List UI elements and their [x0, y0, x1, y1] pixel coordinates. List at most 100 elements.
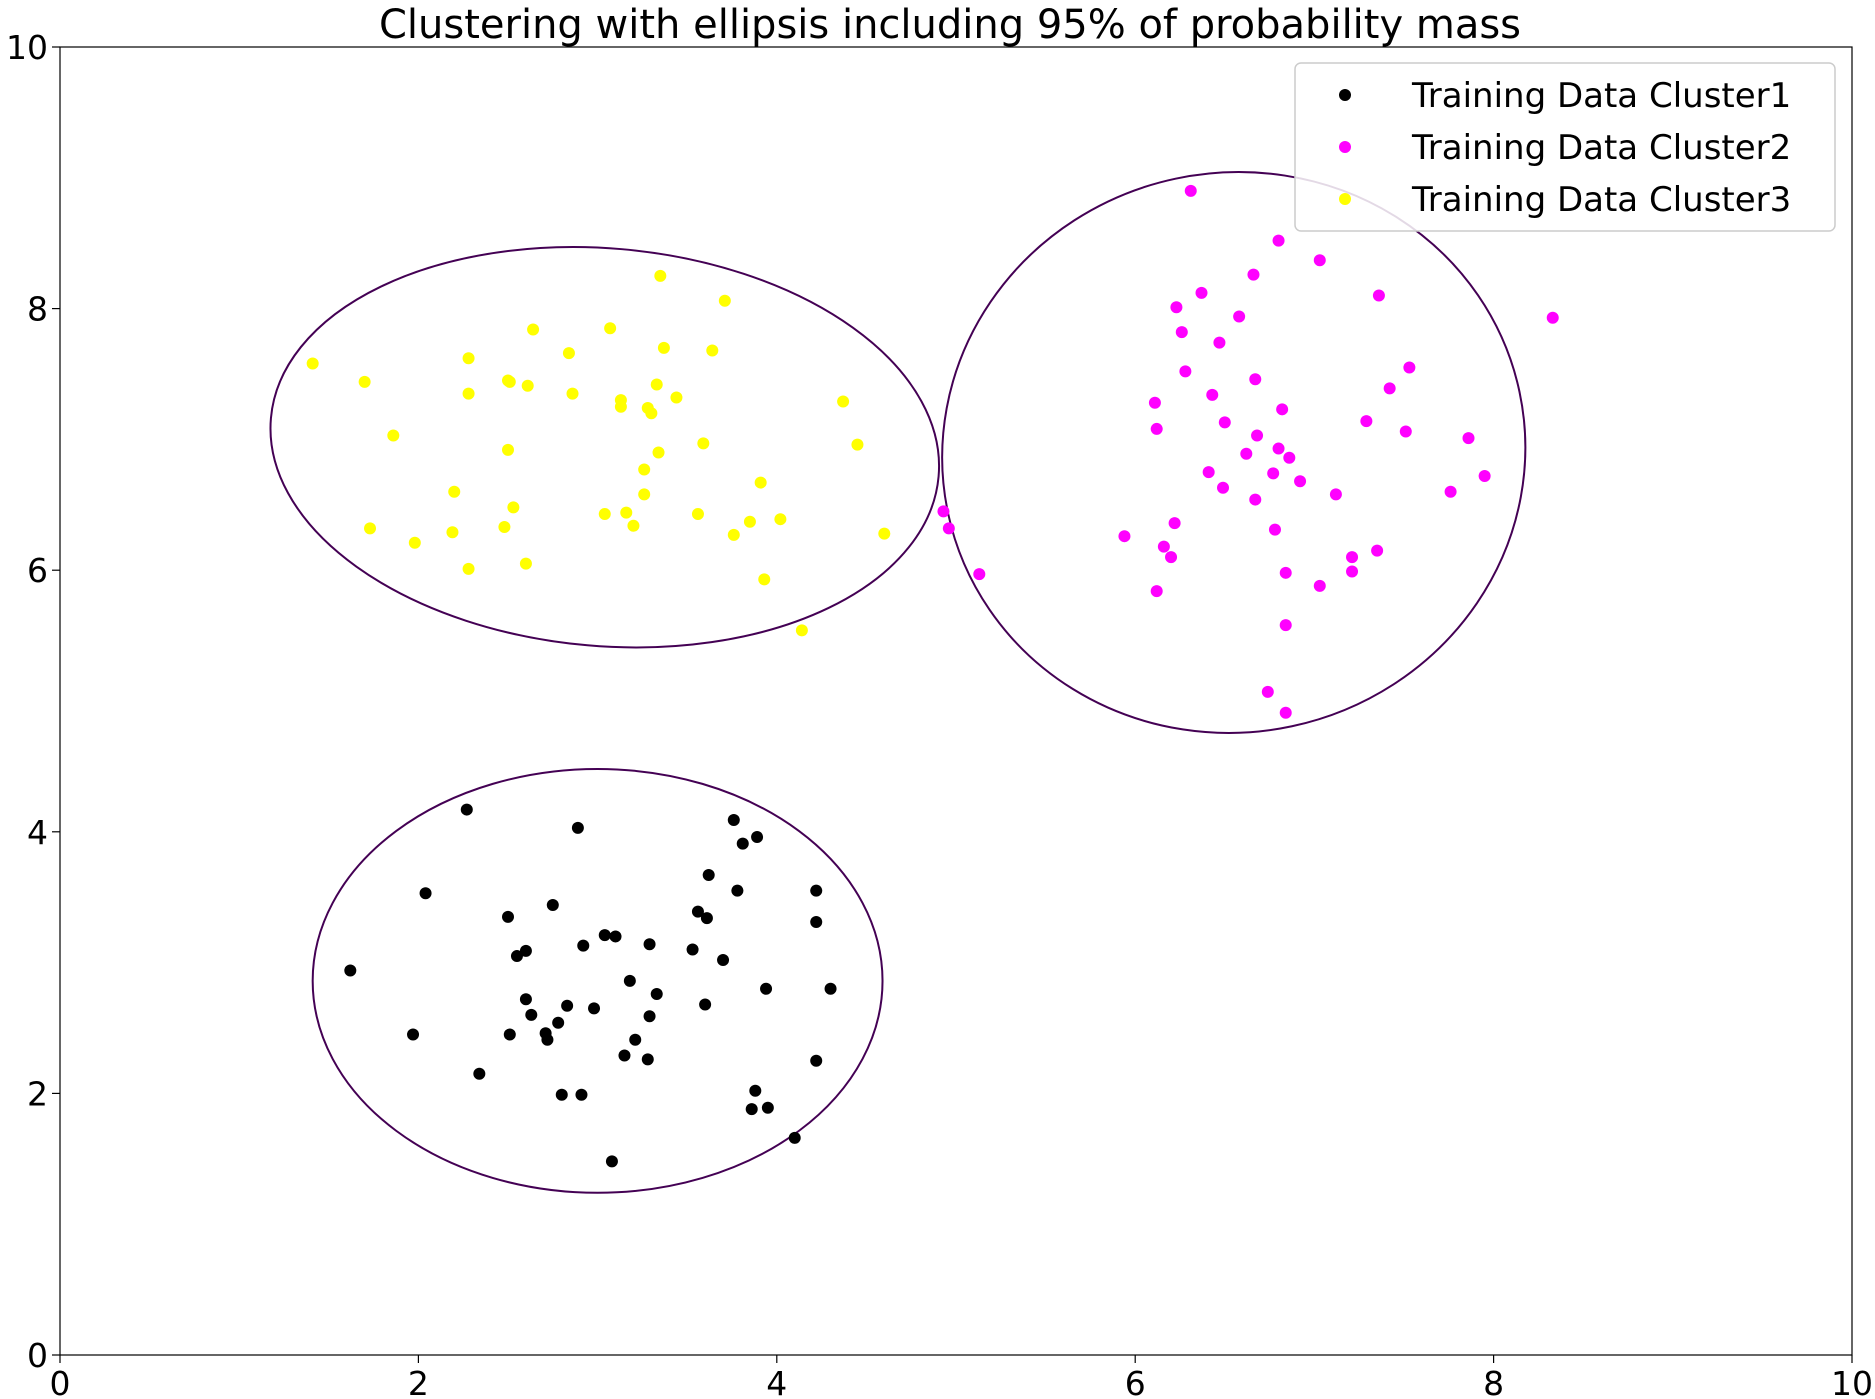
cluster1-point [473, 1067, 486, 1080]
cluster1-point [588, 1002, 601, 1015]
cluster2-point [1168, 517, 1181, 530]
legend-label-3: Training Data Cluster3 [1411, 180, 1791, 220]
cluster3-point [727, 528, 740, 541]
cluster2-point [1403, 361, 1416, 374]
cluster2-point [1346, 551, 1359, 564]
cluster2-point [1249, 493, 1262, 506]
cluster2-point [1249, 373, 1262, 386]
cluster2-point [1267, 467, 1280, 480]
y-tick-label: 10 [6, 28, 48, 67]
legend-marker-3 [1339, 193, 1351, 205]
cluster3-point [446, 526, 459, 539]
cluster2-point [1233, 310, 1246, 323]
cluster2-point [1268, 523, 1281, 536]
cluster1-point [699, 998, 712, 1011]
cluster2-point [1150, 585, 1163, 598]
legend-marker-1 [1339, 89, 1351, 101]
cluster3-point [652, 446, 665, 459]
legend-label-2: Training Data Cluster2 [1411, 128, 1791, 168]
cluster1-point [502, 910, 514, 923]
cluster1-point [749, 1084, 762, 1097]
cluster3-point [448, 485, 461, 498]
axes-layer: 0 2 4 6 8 10 0 2 4 6 8 10 [6, 28, 1873, 1399]
legend-marker-2 [1339, 141, 1351, 153]
cluster1-point [525, 1008, 538, 1021]
cluster1-point [629, 1033, 642, 1046]
cluster3-point [627, 519, 640, 532]
cluster2-point [1206, 388, 1219, 401]
cluster3-point [306, 357, 319, 370]
cluster1-point [760, 982, 773, 995]
cluster3-point [562, 347, 575, 360]
cluster2-point [1213, 336, 1226, 349]
cluster2-point [973, 568, 986, 581]
cluster3-point [754, 476, 767, 489]
cluster2-point [1184, 184, 1197, 197]
cluster1-point [810, 884, 823, 897]
cluster2-point [1179, 365, 1192, 378]
y-tick-label: 6 [27, 551, 48, 590]
cluster2-point [1148, 396, 1161, 409]
cluster2-point [1170, 301, 1183, 314]
cluster3-point [521, 379, 534, 392]
cluster3-point [503, 375, 516, 388]
cluster3-point [697, 437, 710, 450]
cluster3-point [878, 527, 891, 540]
cluster1-point [577, 939, 590, 952]
cluster3-point [743, 515, 756, 528]
cluster1-point [751, 831, 764, 844]
cluster3-point [650, 378, 663, 391]
x-tick-label: 4 [766, 1364, 787, 1399]
cluster3-point [507, 501, 520, 514]
cluster1-point [519, 993, 532, 1006]
cluster1-point [503, 1028, 516, 1041]
cluster2-point [1383, 382, 1396, 395]
cluster3-point [774, 513, 787, 526]
cluster1-point [618, 1049, 631, 1062]
cluster1-point [824, 982, 837, 995]
cluster2-point [1195, 286, 1208, 299]
cluster3-point [691, 507, 704, 520]
y-tick-label: 8 [27, 290, 48, 329]
cluster2-point [1251, 429, 1264, 442]
cluster3-point [718, 294, 731, 307]
cluster1-point [623, 974, 636, 987]
cluster2-point [1399, 425, 1412, 438]
chart-title: Clustering with ellipsis including 95% o… [379, 2, 1521, 48]
cluster2-point [1372, 289, 1385, 302]
cluster1-point [643, 1010, 656, 1023]
cluster1-point [702, 868, 715, 881]
cluster3-point [758, 573, 771, 586]
cluster1-point [419, 887, 432, 900]
cluster3-point [519, 557, 532, 570]
cluster1-point [555, 1088, 568, 1101]
cluster1-point [643, 938, 656, 951]
cluster2-point [1313, 579, 1326, 592]
cluster2-point [1329, 488, 1342, 501]
cluster2-point [1279, 566, 1292, 579]
y-tick-label: 4 [27, 813, 48, 852]
cluster1-point [810, 916, 823, 929]
cluster1-point [727, 814, 740, 827]
cluster1-point [650, 987, 663, 1000]
cluster2-point [1346, 565, 1359, 578]
cluster3-point [462, 352, 475, 365]
cluster3-point [645, 407, 658, 420]
cluster2-point [1261, 685, 1274, 698]
cluster3-point [498, 521, 511, 534]
cluster2-point [1276, 403, 1289, 416]
cluster3-point [364, 522, 377, 535]
cluster2-point [1175, 326, 1188, 339]
cluster2-point [1247, 268, 1260, 281]
cluster1-point [571, 821, 584, 834]
cluster2-point [1157, 540, 1170, 553]
cluster2-point [1217, 481, 1230, 494]
cluster1-point [510, 950, 523, 963]
cluster2-point [1444, 485, 1457, 498]
cluster3-point [670, 391, 683, 404]
cluster2-point [1165, 551, 1178, 564]
cluster3-point [795, 624, 808, 637]
legend-box [1294, 62, 1836, 232]
cluster1-point [519, 944, 532, 957]
